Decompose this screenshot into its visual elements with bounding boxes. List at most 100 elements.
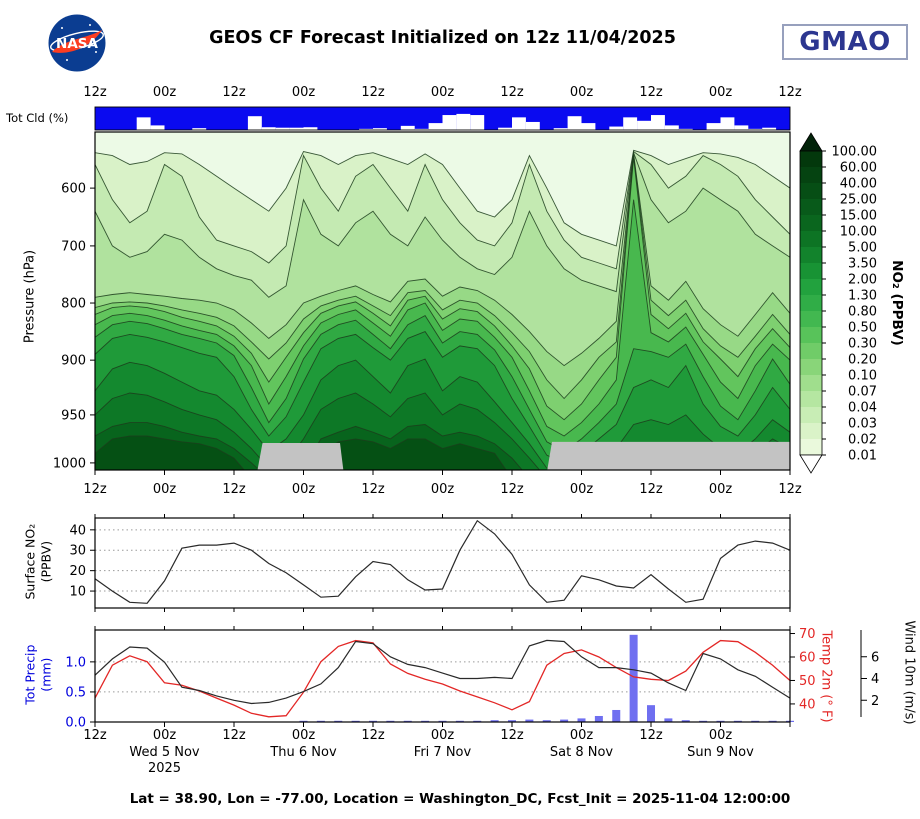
cloud-clear-notch bbox=[525, 121, 540, 130]
bottom-x-tick-label: 12z bbox=[83, 728, 107, 743]
top-x-tick-label: 00z bbox=[153, 85, 177, 100]
colorbar-tick-label: 0.02 bbox=[848, 433, 877, 448]
nasa-logo-swoosh bbox=[52, 30, 102, 53]
colorbar-tick-label: 1.30 bbox=[848, 289, 877, 304]
surface-y-tick-label: 40 bbox=[69, 523, 86, 538]
cloud-clear-notch bbox=[373, 128, 387, 130]
temp-tick-label: 60 bbox=[799, 650, 816, 665]
year-label: 2025 bbox=[148, 761, 181, 776]
cloud-clear-notch bbox=[734, 125, 749, 130]
precip-bar bbox=[681, 720, 690, 722]
contour-line bbox=[95, 149, 790, 247]
top-x-tick-label: 12z bbox=[639, 85, 663, 100]
contour-band bbox=[95, 436, 507, 470]
bottom-x-tick-label: 12z bbox=[361, 728, 385, 743]
top-x-tick-label: 12z bbox=[500, 85, 524, 100]
contour-line bbox=[95, 153, 790, 367]
precip-bar bbox=[316, 720, 325, 722]
colorbar-tick-label: 0.01 bbox=[848, 449, 877, 464]
precip-bar bbox=[421, 720, 430, 722]
colorbar-segment bbox=[800, 311, 822, 327]
bottom-x-tick-label: 12z bbox=[500, 728, 524, 743]
cloud-clear-notch bbox=[428, 123, 443, 130]
bottom-panel-border bbox=[94, 629, 791, 723]
colorbar-segment bbox=[800, 247, 822, 263]
precip-tick-label: 1.0 bbox=[65, 655, 86, 670]
main-x-tick-label: 12z bbox=[83, 482, 107, 497]
main-x-tick-label: 00z bbox=[570, 482, 594, 497]
colorbar-segment bbox=[800, 407, 822, 423]
main-x-tick-label: 00z bbox=[709, 482, 733, 497]
precip-bar bbox=[542, 720, 551, 722]
cloud-clear-notch bbox=[261, 127, 276, 130]
temp-tick-label: 70 bbox=[799, 627, 816, 642]
colorbar-segment bbox=[800, 391, 822, 407]
date-label: Sat 8 Nov bbox=[550, 745, 614, 760]
cloud-clear-notch bbox=[150, 125, 165, 130]
pressure-tick-label: 950 bbox=[61, 408, 86, 423]
no-data-gray-region bbox=[547, 441, 790, 470]
cloud-clear-notch bbox=[651, 115, 665, 130]
cloud-clear-notch bbox=[762, 127, 777, 130]
colorbar-segment bbox=[800, 263, 822, 279]
colorbar-segment bbox=[800, 279, 822, 295]
main-x-tick-label: 00z bbox=[292, 482, 316, 497]
cloud-clear-notch bbox=[400, 125, 415, 130]
precip-bar bbox=[768, 720, 777, 722]
contour-line bbox=[95, 157, 790, 421]
colorbar-segment bbox=[800, 151, 822, 167]
precip-bar bbox=[351, 720, 360, 722]
temp-tick-label: 40 bbox=[799, 697, 816, 712]
colorbar-tick-label: 0.10 bbox=[848, 369, 877, 384]
colorbar-tick-label: 0.30 bbox=[848, 337, 877, 352]
precip-bar bbox=[612, 709, 621, 722]
colorbar-segment bbox=[800, 199, 822, 215]
colorbar-segment bbox=[800, 183, 822, 199]
pressure-tick-label: 1000 bbox=[53, 456, 86, 471]
colorbar-tick-label: 0.07 bbox=[848, 385, 877, 400]
contour-band bbox=[95, 393, 790, 470]
colorbar-extend-top bbox=[799, 132, 823, 152]
precip-bar bbox=[299, 720, 308, 722]
precip-bar bbox=[699, 720, 708, 722]
precip-bar bbox=[490, 720, 499, 722]
main-x-tick-label: 12z bbox=[500, 482, 524, 497]
pressure-tick-label: 800 bbox=[61, 297, 86, 312]
colorbar-segment bbox=[800, 375, 822, 391]
colorbar-tick-label: 5.00 bbox=[848, 241, 877, 256]
cloud-clear-notch bbox=[706, 123, 721, 130]
main-x-tick-label: 12z bbox=[361, 482, 385, 497]
contour-band bbox=[95, 199, 790, 470]
precip-bar bbox=[403, 720, 412, 722]
colorbar-extend-bottom bbox=[799, 454, 823, 474]
main-x-tick-label: 00z bbox=[153, 482, 177, 497]
cloud-clear-notch bbox=[553, 128, 568, 130]
colorbar-tick-label: 60.00 bbox=[840, 161, 877, 176]
nasa-logo-text: NASA bbox=[56, 36, 98, 52]
main-x-tick-label: 00z bbox=[431, 482, 455, 497]
location-footer: Lat = 38.90, Lon = -77.00, Location = Wa… bbox=[129, 791, 791, 807]
bottom-x-tick-label: 00z bbox=[570, 728, 594, 743]
contour-line bbox=[95, 150, 790, 270]
precip-bar bbox=[716, 720, 725, 722]
contour-line bbox=[95, 199, 790, 437]
contour-line bbox=[95, 154, 790, 400]
wind-line bbox=[94, 639, 791, 705]
colorbar-tick-label: 0.80 bbox=[848, 305, 877, 320]
cloud-clear-notch bbox=[748, 128, 763, 130]
cloud-clear-notch bbox=[567, 116, 582, 130]
colorbar-tick-label: 0.50 bbox=[848, 321, 877, 336]
top-x-tick-label: 00z bbox=[431, 85, 455, 100]
colorbar-tick-label: 10.00 bbox=[840, 225, 877, 240]
cloud-clear-notch bbox=[456, 113, 471, 130]
cloud-clear-notch bbox=[289, 127, 304, 130]
precip-bar bbox=[455, 720, 464, 722]
precip-bar bbox=[473, 720, 482, 722]
bottom-x-tick-label: 12z bbox=[222, 728, 246, 743]
gmao-logo-text: GMAO bbox=[799, 27, 891, 57]
precip-bar bbox=[508, 720, 516, 722]
surface-y-tick-label: 10 bbox=[69, 585, 86, 600]
precip-bar bbox=[438, 720, 447, 722]
colorbar-tick-label: 2.00 bbox=[848, 273, 877, 288]
